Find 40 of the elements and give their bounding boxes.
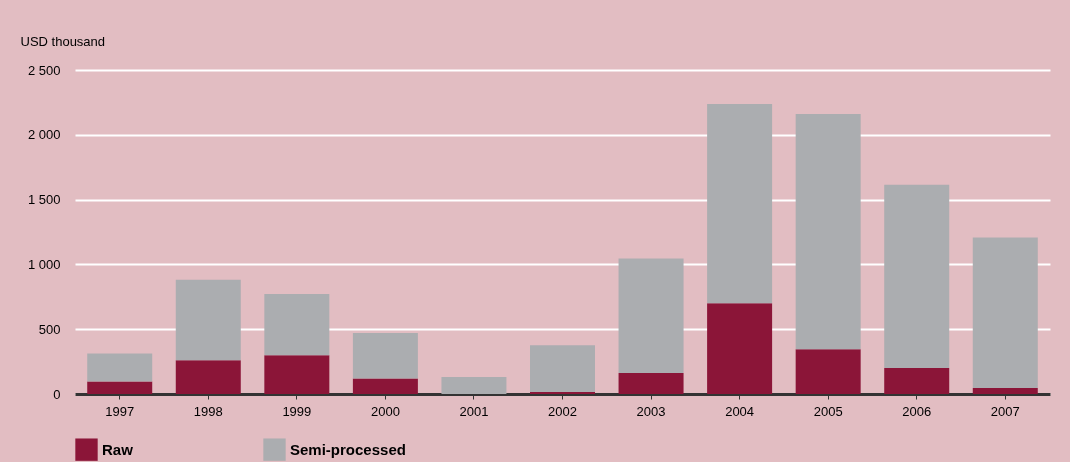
x-tick-label: 2005 bbox=[813, 403, 843, 419]
bar bbox=[618, 258, 684, 373]
bar bbox=[884, 368, 950, 394]
bar bbox=[707, 303, 773, 394]
x-tick-label: 2006 bbox=[902, 403, 932, 419]
legend-label: Raw bbox=[102, 440, 134, 458]
bar bbox=[264, 355, 330, 394]
x-tick-label: 1997 bbox=[105, 403, 135, 419]
bar bbox=[87, 381, 153, 394]
bar bbox=[707, 103, 773, 304]
x-tick-label: 1998 bbox=[193, 403, 223, 419]
y-tick-label: 1 500 bbox=[27, 192, 61, 208]
bar bbox=[795, 113, 861, 350]
bar bbox=[972, 388, 1038, 394]
x-tick-label: 2000 bbox=[370, 403, 400, 419]
y-tick-label: 0 bbox=[53, 386, 61, 402]
bar bbox=[175, 279, 241, 361]
legend-label: Semi-processed bbox=[290, 440, 406, 458]
x-tick-label: 2001 bbox=[459, 403, 489, 419]
bar bbox=[352, 378, 418, 394]
bar bbox=[972, 237, 1038, 389]
x-tick-label: 1999 bbox=[282, 403, 312, 419]
bar bbox=[618, 373, 684, 394]
bar bbox=[87, 353, 153, 382]
y-tick-label: 500 bbox=[38, 321, 61, 337]
bar bbox=[530, 345, 595, 393]
bar bbox=[175, 360, 241, 394]
x-tick-label: 2004 bbox=[725, 403, 755, 419]
x-tick-label: 2002 bbox=[548, 403, 577, 419]
x-tick-label: 2003 bbox=[636, 403, 666, 419]
bar bbox=[441, 377, 507, 394]
bar bbox=[264, 293, 330, 356]
y-tick-label: 2 500 bbox=[27, 62, 61, 78]
bar bbox=[795, 349, 861, 394]
y-axis-title: USD thousand bbox=[20, 33, 106, 49]
y-tick-label: 2 000 bbox=[27, 127, 61, 143]
x-tick-label: 2007 bbox=[990, 403, 1020, 419]
bar bbox=[352, 333, 418, 379]
y-tick-label: 1 000 bbox=[27, 256, 61, 272]
bar bbox=[884, 184, 950, 369]
